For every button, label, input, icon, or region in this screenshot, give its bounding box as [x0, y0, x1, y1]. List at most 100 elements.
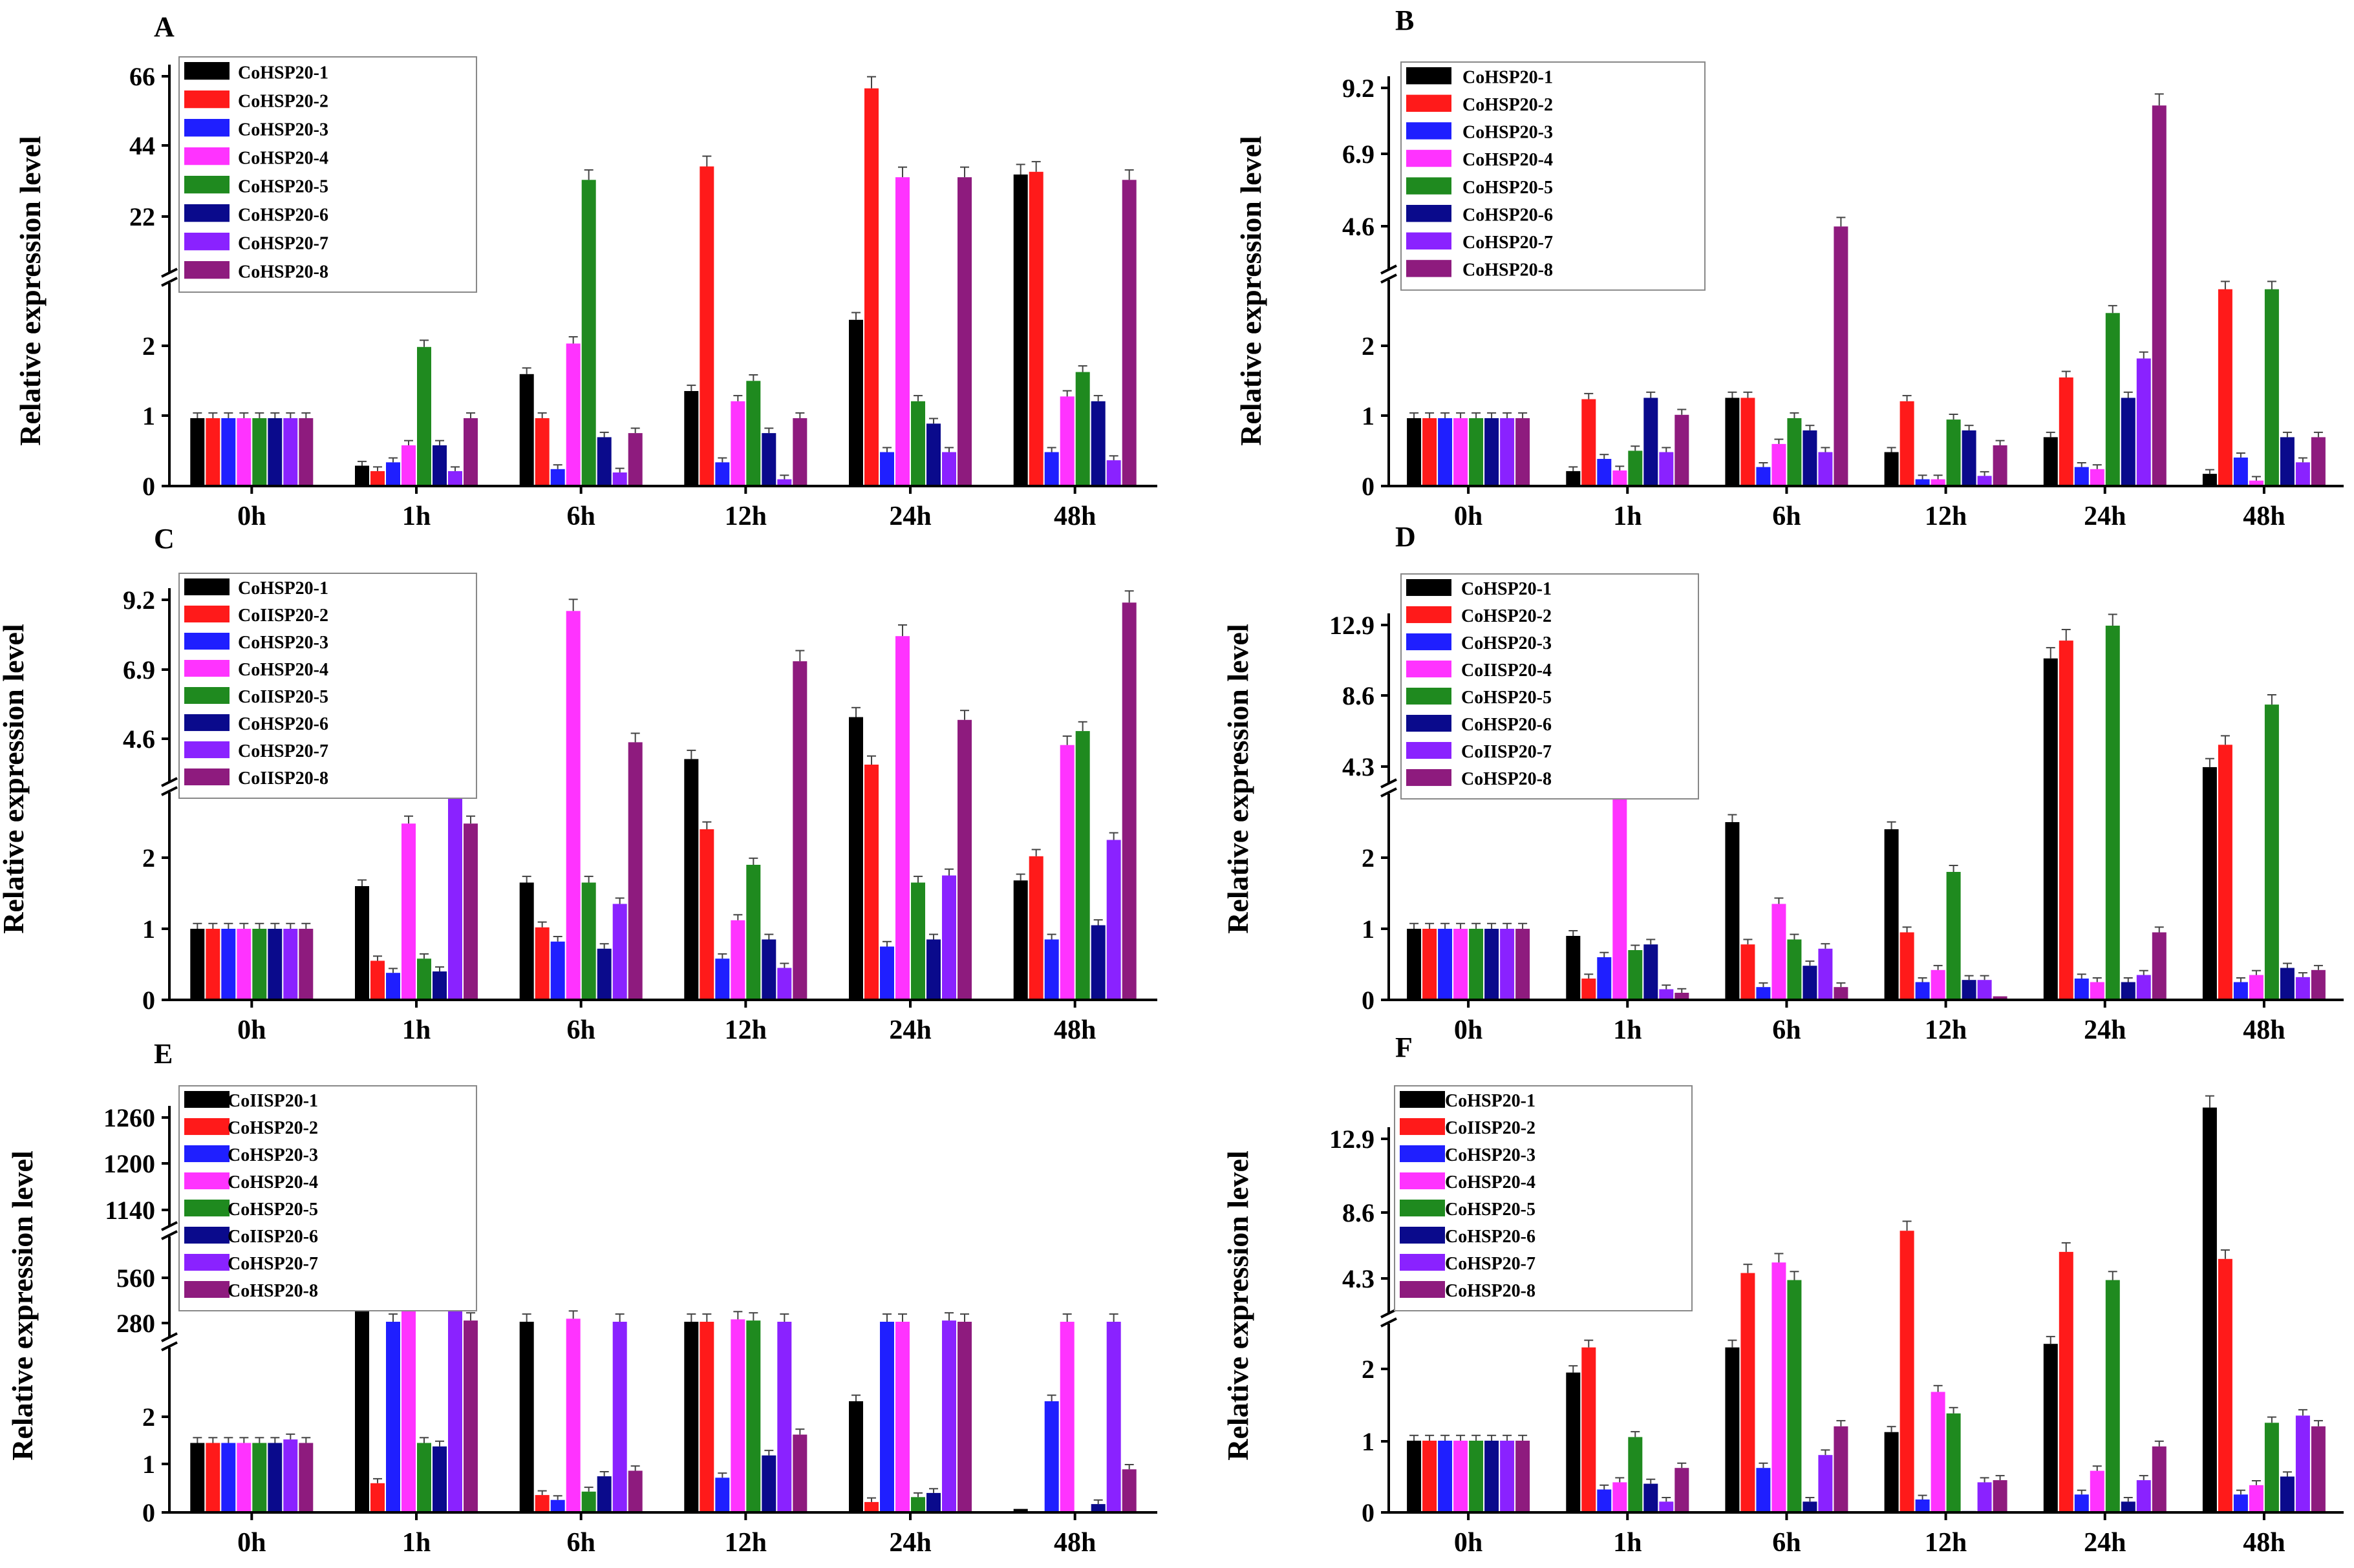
legend-label: CoHSP20-1 — [1445, 1091, 1535, 1111]
legend-label: CoIISP20-5 — [238, 687, 328, 707]
legend-label: CoHSP20-2 — [1462, 95, 1553, 115]
bar-cohsp20-6-1h — [433, 971, 447, 1000]
bar-cohsp20-6-12h — [1962, 980, 1976, 1000]
axis-break-mark — [161, 1332, 178, 1342]
bar-cohsp20-1-12h — [1884, 452, 1899, 486]
y-tick-label: 0 — [1362, 472, 1375, 501]
bar-cohsp20-5-48h — [2264, 289, 2279, 486]
bar-cohsp20-4-6h — [1771, 1262, 1786, 1512]
bar-cohsp20-5-24h — [2105, 626, 2120, 1000]
bar-cohsp20-5-1h — [417, 346, 431, 487]
legend-swatch — [1406, 742, 1451, 759]
bar-cohsp20-1-48h — [1013, 175, 1028, 486]
bar-cohsp20-7-48h — [2295, 1415, 2310, 1512]
bar-cohsp20-5-48h — [1075, 372, 1090, 486]
bar-cohsp20-6-6h — [1803, 1501, 1817, 1512]
bar-cohsp20-4-48h — [1060, 396, 1075, 486]
legend-swatch — [1400, 1091, 1445, 1108]
bar-cohsp20-8-0h — [299, 929, 314, 1000]
bar-cohsp20-5-48h — [2264, 705, 2279, 1000]
legend-swatch — [184, 606, 230, 623]
bar-cohsp20-8-12h — [1993, 1480, 2007, 1512]
y-tick-label: 1 — [1362, 401, 1375, 430]
bar-cohsp20-8-1h — [464, 1320, 478, 1512]
x-tick-label: 12h — [1925, 1015, 1967, 1045]
bar-cohsp20-2-24h — [864, 765, 879, 1000]
legend-swatch — [1406, 122, 1451, 140]
bar-cohsp20-7-1h — [448, 1275, 462, 1513]
y-tick-label: 4.3 — [1342, 1264, 1375, 1293]
bar-cohsp20-2-12h — [700, 1322, 714, 1512]
bar-cohsp20-7-24h — [942, 1320, 956, 1512]
bar-cohsp20-1-12h — [684, 391, 699, 486]
bar-cohsp20-8-1h — [464, 823, 478, 1000]
bar-cohsp20-3-48h — [2233, 457, 2248, 486]
legend-swatch — [1400, 1281, 1445, 1298]
x-tick-label: 6h — [1772, 502, 1801, 531]
legend-label: CoHSP20-5 — [1462, 178, 1553, 198]
bar-cohsp20-4-0h — [237, 1443, 251, 1512]
bar-cohsp20-1-0h — [190, 418, 205, 486]
legend-swatch — [184, 62, 230, 80]
bar-cohsp20-4-1h — [1612, 767, 1627, 1000]
bar-cohsp20-8-24h — [958, 1322, 972, 1512]
bar-cohsp20-8-1h — [1675, 414, 1689, 487]
bar-cohsp20-6-1h — [1643, 944, 1658, 1000]
bar-cohsp20-4-24h — [2090, 982, 2104, 1000]
bar-cohsp20-1-0h — [190, 1443, 205, 1512]
x-tick-label: 12h — [725, 1528, 767, 1558]
y-axis-label: Relative expression level — [0, 624, 30, 934]
bar-cohsp20-2-0h — [206, 418, 220, 486]
bar-cohsp20-5-6h — [581, 1491, 596, 1513]
bar-cohsp20-6-12h — [1962, 430, 1976, 486]
bar-cohsp20-7-1h — [448, 742, 462, 1000]
bar-cohsp20-2-12h — [700, 166, 714, 486]
bar-cohsp20-5-12h — [1946, 1413, 1961, 1512]
bar-cohsp20-6-24h — [926, 423, 941, 486]
bar-cohsp20-4-12h — [1931, 479, 1945, 486]
bar-cohsp20-6-1h — [433, 1446, 447, 1512]
bar-cohsp20-2-48h — [2218, 1258, 2232, 1512]
bar-cohsp20-4-1h — [401, 445, 416, 486]
bar-cohsp20-8-6h — [1834, 987, 1848, 1000]
bar-cohsp20-7-1h — [448, 471, 462, 486]
bar-cohsp20-3-0h — [221, 929, 236, 1000]
bar-cohsp20-1-24h — [849, 717, 863, 1000]
legend-swatch — [184, 1281, 230, 1298]
bar-cohsp20-8-12h — [793, 418, 808, 486]
y-tick-label: 8.6 — [1342, 1198, 1375, 1227]
legend-label: CoHSP20-5 — [238, 176, 328, 196]
y-tick-label: 2 — [1362, 843, 1375, 873]
bar-cohsp20-2-48h — [2218, 745, 2232, 1000]
bar-cohsp20-2-1h — [370, 1483, 385, 1512]
legend-swatch — [1406, 232, 1451, 250]
legend-label: CoHSP20-4 — [238, 660, 328, 680]
axis-break-mark — [161, 1221, 178, 1231]
legend-swatch — [184, 578, 230, 596]
bar-cohsp20-1-12h — [1884, 1432, 1899, 1512]
bar-cohsp20-3-1h — [1597, 459, 1612, 486]
bar-cohsp20-4-24h — [895, 1322, 910, 1512]
bar-cohsp20-6-48h — [2280, 968, 2295, 1000]
bar-cohsp20-1-6h — [519, 374, 534, 487]
bar-cohsp20-1-1h — [355, 1309, 369, 1513]
legend-label: CoHSP20-5 — [1461, 688, 1552, 708]
bar-cohsp20-1-24h — [849, 1401, 863, 1512]
bar-cohsp20-4-6h — [1771, 904, 1786, 1000]
bar-cohsp20-5-12h — [1946, 419, 1961, 486]
x-tick-label: 24h — [2084, 502, 2126, 531]
bar-cohsp20-5-6h — [1787, 418, 1802, 486]
bar-cohsp20-6-6h — [597, 948, 612, 1000]
legend-swatch — [1406, 661, 1451, 678]
legend-label: CoHSP20-6 — [238, 714, 328, 734]
bar-cohsp20-1-12h — [1884, 829, 1899, 1000]
legend-swatch — [1406, 715, 1451, 732]
bar-cohsp20-8-1h — [1675, 1468, 1689, 1512]
bar-cohsp20-6-24h — [2121, 1501, 2135, 1512]
bar-cohsp20-7-12h — [1977, 1482, 1992, 1512]
bar-cohsp20-3-24h — [880, 946, 894, 1000]
legend-label: CoHSP20-6 — [1462, 205, 1553, 225]
x-tick-label: 6h — [1772, 1528, 1801, 1558]
